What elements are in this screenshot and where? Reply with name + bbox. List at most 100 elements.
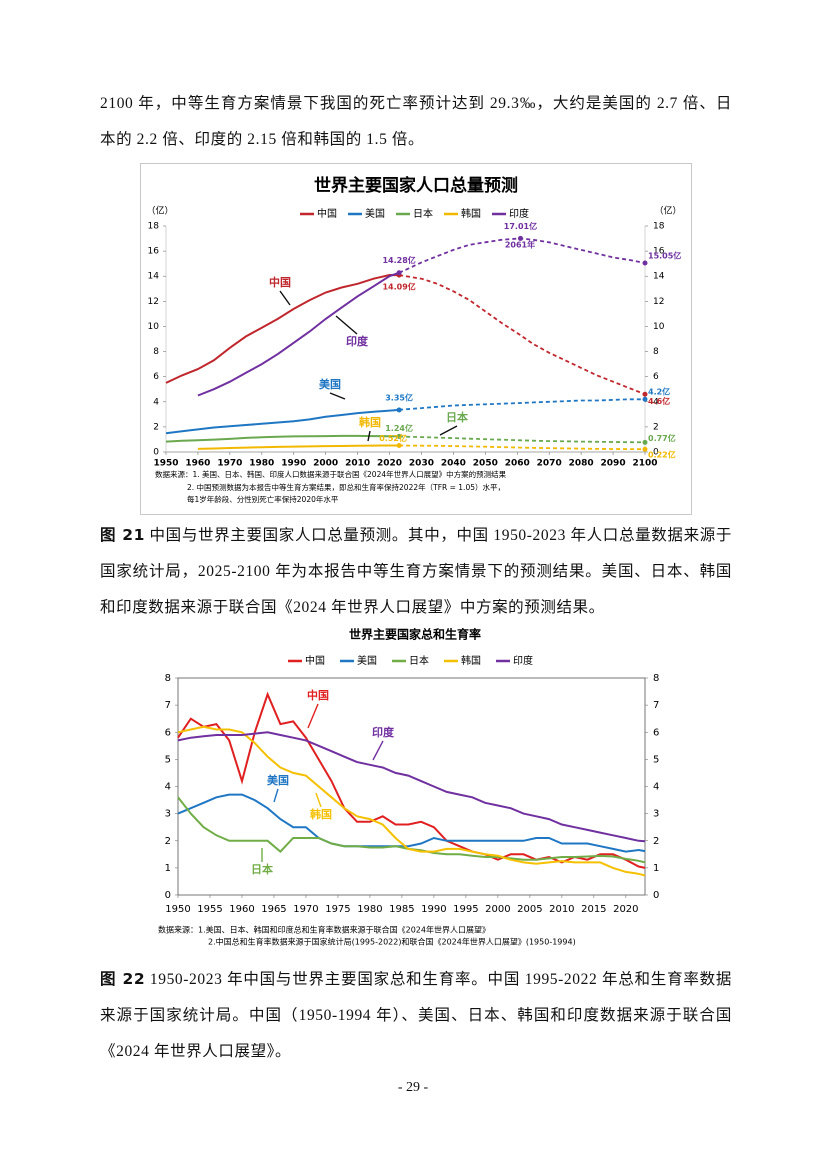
x-tick-label: 1960 [185, 459, 210, 469]
y2-tick-label: 10 [653, 322, 665, 332]
series-line [177, 793, 646, 853]
legend-label: 印度 [513, 654, 533, 667]
annotation-arrow [273, 788, 279, 803]
y-tick-label: 2 [153, 422, 159, 432]
y2-tick-label: 1 [653, 863, 659, 874]
annotation: 韩国 [359, 415, 381, 429]
chart-border [140, 163, 692, 515]
y2-axis-label: （亿） [654, 205, 681, 217]
legend-label: 日本 [413, 207, 433, 220]
annotation-arrow [439, 425, 458, 436]
y2-tick-label: 14 [653, 272, 665, 282]
annotation: 美国 [319, 377, 341, 391]
data-label: 15.05亿 [648, 250, 681, 260]
y2-tick-label: 8 [653, 347, 659, 357]
x-tick-label: 1965 [261, 904, 286, 915]
y2-tick-label: 6 [653, 727, 659, 738]
annotation-arrow [367, 430, 371, 442]
source-note: 每1岁年龄段、分性别死亡率保持2020年水平 [187, 494, 339, 504]
y-tick-label: 4 [153, 397, 159, 407]
annotation: 韩国 [310, 807, 332, 821]
data-point [396, 407, 402, 413]
series-line [165, 273, 400, 384]
data-point [517, 235, 523, 241]
x-tick-label: 2030 [409, 459, 434, 469]
y-tick-label: 7 [165, 700, 171, 711]
annotation-arrow [279, 290, 291, 306]
y-tick-label: 6 [165, 727, 171, 738]
series-line [177, 731, 646, 843]
series-line [177, 796, 646, 864]
x-tick-label: 2005 [517, 904, 542, 915]
caption-label: 图 22 [100, 970, 146, 988]
x-tick-label: 1985 [389, 904, 414, 915]
annotation-arrow [329, 392, 346, 400]
series-line [165, 408, 400, 435]
x-tick-label: 2010 [345, 459, 370, 469]
x-tick-label: 1990 [281, 459, 306, 469]
legend-label: 美国 [357, 654, 377, 667]
x-tick-label: 1980 [357, 904, 382, 915]
annotation-arrow [315, 792, 322, 808]
annotation-arrow [307, 703, 319, 729]
caption: 图 22 1950-2023 年中国与世界主要国家总和生育率。中国 1995-2… [100, 961, 732, 1070]
y-tick-label: 3 [165, 809, 171, 820]
caption: 图 21 中国与世界主要国家人口总量预测。其中，中国 1950-2023 年人口… [100, 517, 732, 626]
series-line [197, 444, 400, 450]
caption-text: 中国与世界主要国家人口总量预测。其中，中国 1950-2023 年人口总量数据来… [100, 527, 732, 616]
y-tick-label: 1 [165, 863, 171, 874]
y-tick-label: 18 [148, 222, 160, 232]
x-tick-label: 1970 [293, 904, 318, 915]
y2-tick-label: 2 [653, 836, 659, 847]
x-tick-label: 1950 [153, 459, 178, 469]
y2-tick-label: 7 [653, 700, 659, 711]
legend-label: 韩国 [461, 654, 481, 667]
caption-text: 1950-2023 年中国与世界主要国家总和生育率。中国 1995-2022 年… [100, 971, 733, 1060]
x-tick-label: 2090 [601, 459, 626, 469]
y-tick-label: 2 [165, 836, 171, 847]
data-point [396, 442, 402, 448]
legend-label: 美国 [365, 207, 385, 220]
annotation: 2061年 [505, 240, 535, 250]
paragraph: 2100 年，中等生育方案情景下我国的死亡率预计达到 29.3‰，大约是美国的 … [100, 95, 732, 148]
y2-tick-label: 2 [653, 422, 659, 432]
x-tick-label: 1950 [165, 904, 190, 915]
y2-tick-label: 8 [653, 673, 659, 684]
data-label: 14.09亿 [382, 282, 415, 292]
y2-tick-label: 12 [653, 297, 664, 307]
data-label: 0.52亿 [379, 433, 407, 443]
chart-title: 世界主要国家人口总量预测 [314, 175, 518, 196]
source-note: 数据来源：1. 美国、日本、韩国、印度人口数据来源于联合国《2024年世界人口展… [155, 469, 507, 479]
y-tick-label: 5 [165, 754, 171, 765]
annotation: 美国 [267, 773, 289, 787]
page-number: - 29 - [397, 1080, 429, 1095]
annotation: 中国 [307, 688, 329, 702]
y2-tick-label: 0 [653, 890, 659, 901]
series-line [165, 434, 400, 443]
data-point [642, 446, 648, 452]
y2-tick-label: 6 [653, 372, 659, 382]
x-tick-label: 2080 [569, 459, 594, 469]
y-tick-label: 8 [153, 347, 159, 357]
y-tick-label: 4 [165, 782, 171, 793]
data-point [642, 396, 648, 402]
x-tick-label: 2000 [313, 459, 338, 469]
x-tick-label: 2015 [581, 904, 606, 915]
x-tick-label: 2040 [441, 459, 466, 469]
x-tick-label: 1960 [229, 904, 254, 915]
y-tick-label: 10 [148, 322, 160, 332]
data-point [396, 433, 402, 439]
y-tick-label: 0 [165, 890, 171, 901]
chart-title: 世界主要国家总和生育率 [349, 627, 481, 642]
y-tick-label: 6 [153, 372, 159, 382]
annotation: 日本 [446, 410, 468, 424]
x-tick-label: 2000 [485, 904, 510, 915]
data-point [396, 270, 402, 276]
y-axis-label: （亿） [146, 205, 173, 217]
projection-line [399, 444, 646, 451]
annotation: 日本 [251, 862, 273, 876]
y2-tick-label: 4 [653, 397, 659, 407]
